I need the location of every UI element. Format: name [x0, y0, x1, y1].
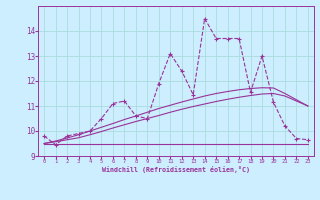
X-axis label: Windchill (Refroidissement éolien,°C): Windchill (Refroidissement éolien,°C)	[102, 166, 250, 173]
